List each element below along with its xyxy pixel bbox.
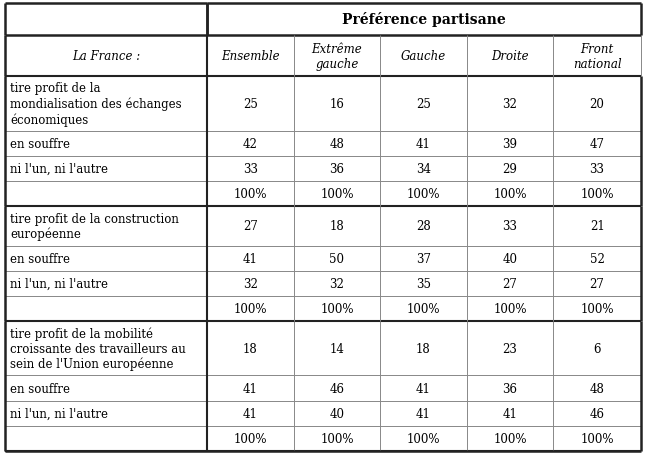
Text: 36: 36 bbox=[503, 382, 517, 394]
Text: 100%: 100% bbox=[494, 187, 526, 201]
Text: 100%: 100% bbox=[407, 432, 440, 445]
Text: 18: 18 bbox=[416, 342, 431, 355]
Text: 100%: 100% bbox=[407, 303, 440, 315]
Text: 34: 34 bbox=[416, 162, 431, 176]
Text: 6: 6 bbox=[594, 342, 601, 355]
Text: en souffre: en souffre bbox=[10, 252, 70, 265]
Text: 33: 33 bbox=[503, 220, 517, 233]
Text: 40: 40 bbox=[329, 407, 344, 420]
Text: tire profit de la construction
européenne: tire profit de la construction européenn… bbox=[10, 212, 179, 241]
Text: 100%: 100% bbox=[234, 432, 267, 445]
Text: 41: 41 bbox=[243, 382, 258, 394]
Text: 100%: 100% bbox=[320, 432, 354, 445]
Text: 16: 16 bbox=[329, 98, 344, 111]
Text: 28: 28 bbox=[416, 220, 431, 233]
Text: 42: 42 bbox=[243, 137, 258, 150]
Text: La France :: La France : bbox=[72, 50, 140, 63]
Text: 100%: 100% bbox=[580, 187, 614, 201]
Text: 25: 25 bbox=[416, 98, 431, 111]
Text: 100%: 100% bbox=[580, 432, 614, 445]
Text: 100%: 100% bbox=[320, 187, 354, 201]
Text: 33: 33 bbox=[243, 162, 258, 176]
Text: tire profit de la mobilité
croissante des travailleurs au
sein de l'Union europé: tire profit de la mobilité croissante de… bbox=[10, 327, 186, 371]
Text: 100%: 100% bbox=[320, 303, 354, 315]
Text: 46: 46 bbox=[329, 382, 344, 394]
Text: ni l'un, ni l'autre: ni l'un, ni l'autre bbox=[10, 278, 108, 290]
Text: Préférence partisane: Préférence partisane bbox=[342, 12, 506, 27]
Text: tire profit de la
mondialisation des échanges
économiques: tire profit de la mondialisation des éch… bbox=[10, 82, 182, 126]
Text: 46: 46 bbox=[590, 407, 605, 420]
Text: 100%: 100% bbox=[580, 303, 614, 315]
Text: 21: 21 bbox=[590, 220, 605, 233]
Text: 29: 29 bbox=[503, 162, 517, 176]
Text: 100%: 100% bbox=[494, 303, 526, 315]
Text: 32: 32 bbox=[243, 278, 258, 290]
Text: 50: 50 bbox=[329, 252, 344, 265]
Text: 27: 27 bbox=[503, 278, 517, 290]
Text: 41: 41 bbox=[503, 407, 517, 420]
Text: Extrême
gauche: Extrême gauche bbox=[311, 42, 362, 71]
Text: 41: 41 bbox=[243, 252, 258, 265]
Text: 100%: 100% bbox=[407, 187, 440, 201]
Text: 40: 40 bbox=[503, 252, 517, 265]
Text: 20: 20 bbox=[590, 98, 605, 111]
Text: 27: 27 bbox=[243, 220, 258, 233]
Text: 27: 27 bbox=[590, 278, 605, 290]
Text: 41: 41 bbox=[416, 137, 431, 150]
Text: 52: 52 bbox=[590, 252, 605, 265]
Text: 35: 35 bbox=[416, 278, 431, 290]
Text: 48: 48 bbox=[590, 382, 605, 394]
Text: ni l'un, ni l'autre: ni l'un, ni l'autre bbox=[10, 162, 108, 176]
Text: 100%: 100% bbox=[494, 432, 526, 445]
Text: en souffre: en souffre bbox=[10, 137, 70, 150]
Text: 41: 41 bbox=[416, 382, 431, 394]
Text: Front
national: Front national bbox=[573, 42, 621, 71]
Text: Gauche: Gauche bbox=[401, 50, 446, 63]
Text: 33: 33 bbox=[590, 162, 605, 176]
Text: 37: 37 bbox=[416, 252, 431, 265]
Text: 48: 48 bbox=[329, 137, 344, 150]
Text: 100%: 100% bbox=[234, 303, 267, 315]
Text: 39: 39 bbox=[503, 137, 517, 150]
Text: 36: 36 bbox=[329, 162, 344, 176]
Text: 47: 47 bbox=[590, 137, 605, 150]
Text: 41: 41 bbox=[243, 407, 258, 420]
Text: 41: 41 bbox=[416, 407, 431, 420]
Text: en souffre: en souffre bbox=[10, 382, 70, 394]
Text: 14: 14 bbox=[329, 342, 344, 355]
Text: ni l'un, ni l'autre: ni l'un, ni l'autre bbox=[10, 407, 108, 420]
Text: Droite: Droite bbox=[491, 50, 529, 63]
Text: 25: 25 bbox=[243, 98, 258, 111]
Text: 18: 18 bbox=[329, 220, 344, 233]
Text: Ensemble: Ensemble bbox=[221, 50, 280, 63]
Text: 18: 18 bbox=[243, 342, 258, 355]
Text: 32: 32 bbox=[503, 98, 517, 111]
Text: 32: 32 bbox=[329, 278, 344, 290]
Text: 23: 23 bbox=[503, 342, 517, 355]
Text: 100%: 100% bbox=[234, 187, 267, 201]
